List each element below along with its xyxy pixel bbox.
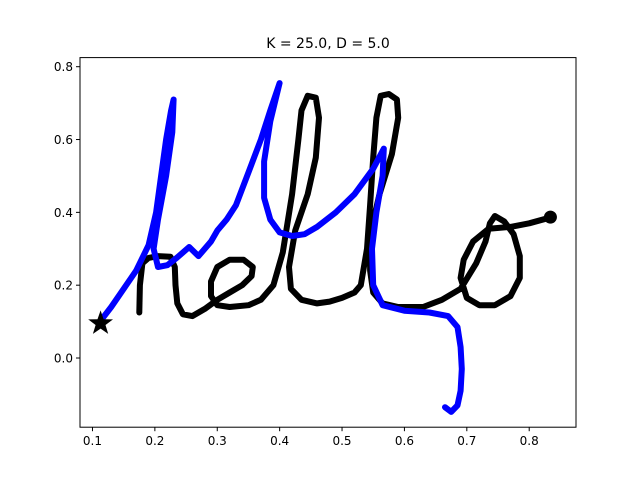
series-layer: [97, 80, 553, 415]
y-axis: 0.0 0.2 0.4 0.6 0.8: [54, 60, 80, 366]
x-tick-label: 0.8: [520, 434, 539, 448]
x-axis: 0.1 0.2 0.3 0.4 0.5 0.6 0.7 0.8: [83, 427, 539, 448]
chart-title: K = 25.0, D = 5.0: [266, 36, 390, 52]
y-tick-label: 0.0: [54, 352, 73, 366]
y-tick-label: 0.4: [54, 206, 73, 220]
x-tick-label: 0.2: [145, 434, 164, 448]
x-tick-label: 0.5: [332, 434, 351, 448]
x-tick-label: 0.3: [208, 434, 227, 448]
y-tick-label: 0.6: [54, 133, 73, 147]
y-tick-label: 0.8: [54, 60, 73, 74]
series-line-1: [97, 80, 465, 415]
y-tick-label: 0.2: [54, 279, 73, 293]
series-line-0: [136, 91, 553, 320]
x-tick-label: 0.4: [270, 434, 289, 448]
x-tick-label: 0.6: [395, 434, 414, 448]
x-tick-label: 0.7: [457, 434, 476, 448]
end-marker-circle: [543, 210, 557, 224]
marker-layer: [88, 210, 557, 334]
start-marker-star: [88, 310, 113, 334]
axes-frame: [79, 57, 577, 428]
x-tick-label: 0.1: [83, 434, 102, 448]
